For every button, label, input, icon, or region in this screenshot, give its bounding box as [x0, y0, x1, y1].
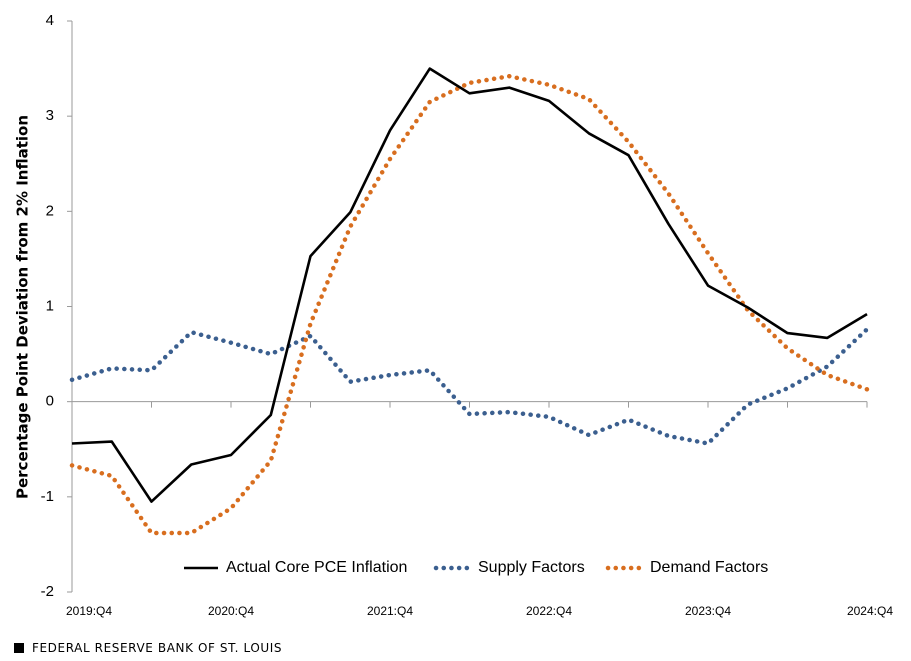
footer-square-icon: [14, 643, 24, 653]
y-axis-label: Percentage Point Deviation from 2% Infla…: [14, 115, 32, 499]
legend: Actual Core PCE Inflation Supply Factors D…: [184, 559, 768, 576]
footer: FEDERAL RESERVE BANK OF ST. LOUIS: [14, 640, 282, 656]
y-tick-label: 1: [46, 297, 54, 314]
axes: -2 -1 0 1 2 3 4 2019:Q4 2020:Q4 2021:Q4 2022:Q4 202…: [41, 12, 894, 618]
y-tick-label: -1: [41, 488, 54, 505]
footer-text: FEDERAL RESERVE BANK OF ST. LOUIS: [32, 641, 283, 655]
x-tick-label: 2022:Q4: [526, 604, 572, 618]
y-tick-label: 0: [46, 393, 54, 410]
series-layer: [69, 67, 870, 536]
legend-label-demand-factors: Demand Factors: [650, 559, 768, 576]
x-tick-label: 2019:Q4: [66, 604, 112, 618]
y-tick-label: 4: [46, 12, 54, 29]
y-tick-label: -2: [41, 583, 54, 600]
legend-label-supply-factors: Supply Factors: [478, 559, 585, 576]
series-line-actual-core-pce-inflation: [71, 67, 868, 503]
x-tick-label: 2023:Q4: [685, 604, 731, 618]
y-tick-label: 3: [46, 107, 54, 124]
x-tick-label: 2020:Q4: [208, 604, 254, 618]
series-line-supply-factors: [69, 327, 870, 446]
x-tick-label: 2024:Q4: [847, 604, 893, 618]
legend-label-actual-core-pce-inflation: Actual Core PCE Inflation: [226, 559, 407, 576]
x-tick-label: 2021:Q4: [367, 604, 413, 618]
series-line-demand-factors: [69, 73, 870, 536]
y-tick-label: 2: [46, 202, 54, 219]
